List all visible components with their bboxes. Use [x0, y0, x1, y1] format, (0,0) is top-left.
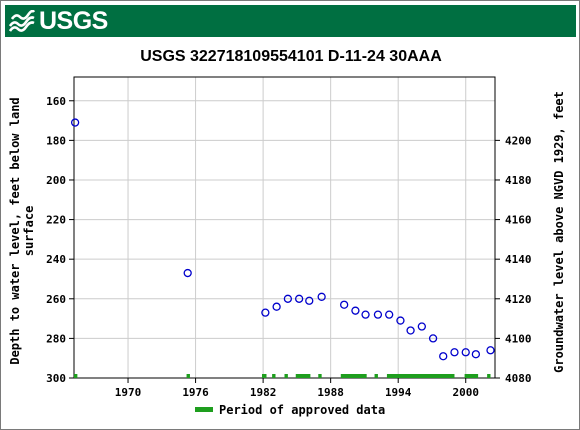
right-tick-label: 4100: [505, 332, 532, 345]
approved-period-bar: [386, 374, 455, 378]
right-tick-label: 4140: [505, 253, 532, 266]
data-point: [471, 350, 481, 359]
right-axis-ticks: 4080 4100 4120 4140 4160 4180 4200: [495, 134, 532, 385]
approved-period-bar: [374, 374, 378, 378]
grid-lines: [74, 77, 495, 379]
data-point: [305, 296, 314, 305]
x-tick-label: 1982: [250, 386, 277, 399]
x-tick-label: 1970: [115, 386, 142, 399]
data-point: [373, 310, 383, 319]
legend-swatch: [195, 407, 213, 412]
data-point: [461, 348, 470, 357]
data-point: [70, 118, 80, 127]
data-point: [294, 294, 304, 303]
usgs-banner: USGS: [5, 5, 576, 37]
data-point: [450, 348, 459, 357]
approved-period-bar: [318, 374, 322, 378]
data-point: [317, 292, 326, 301]
usgs-wave-icon: [9, 10, 35, 32]
data-point: [417, 322, 426, 331]
left-tick-label: 300: [46, 372, 66, 385]
right-tick-label: 4160: [505, 214, 532, 227]
data-point: [361, 310, 370, 319]
approved-period-bar: [261, 374, 267, 378]
left-axis-ticks: 160 180 200 220 240 260 280 300: [46, 95, 74, 385]
right-tick-label: 4180: [505, 174, 532, 187]
approved-period-bar: [464, 374, 479, 378]
data-points: [70, 118, 495, 361]
data-point: [486, 346, 495, 355]
right-tick-label: 4120: [505, 293, 532, 306]
right-tick-label: 4080: [505, 372, 532, 385]
data-point: [385, 310, 394, 319]
approved-period-bar: [272, 374, 276, 378]
data-point: [261, 308, 270, 317]
approved-period-bar: [295, 374, 311, 378]
legend-label: Period of approved data: [219, 403, 385, 417]
x-tick-label: 1976: [182, 386, 209, 399]
data-point: [283, 294, 293, 303]
right-tick-label: 4200: [505, 134, 532, 147]
data-point: [272, 302, 281, 311]
left-tick-label: 160: [46, 95, 66, 108]
left-tick-label: 280: [46, 332, 66, 345]
approved-period-bar: [186, 374, 190, 378]
approved-periods: [74, 374, 491, 378]
left-axis-label-line2: surface: [22, 206, 36, 257]
data-point: [406, 326, 415, 335]
data-point: [183, 268, 192, 278]
left-tick-label: 240: [46, 253, 66, 266]
data-point: [396, 316, 405, 325]
approved-period-bar: [284, 374, 288, 378]
x-tick-label: 1988: [317, 386, 344, 399]
data-point: [439, 352, 448, 361]
plot-frame: [73, 76, 496, 379]
approved-period-bar: [340, 374, 367, 378]
x-tick-label: 2000: [452, 386, 479, 399]
legend: Period of approved data: [195, 403, 385, 417]
usgs-logo-text: USGS: [39, 6, 108, 35]
left-tick-label: 180: [46, 134, 66, 147]
data-point: [428, 334, 438, 343]
data-point: [351, 306, 360, 315]
x-axis-ticks: 1970 1976 1982 1988 1994 2000: [115, 378, 479, 399]
x-tick-label: 1994: [385, 386, 412, 399]
approved-period-bar: [487, 374, 491, 378]
left-axis-label-line1: Depth to water level, feet below land: [8, 97, 22, 364]
right-axis-label: Groundwater level above NGVD 1929, feet: [552, 91, 566, 373]
approved-period-bar: [74, 374, 78, 378]
left-tick-label: 260: [46, 293, 66, 306]
left-tick-label: 220: [46, 214, 66, 227]
data-point: [340, 300, 349, 309]
usgs-logo[interactable]: USGS: [9, 6, 108, 35]
chart-title: USGS 322718109554101 D-11-24 30AAA: [140, 48, 442, 65]
left-tick-label: 200: [46, 174, 66, 187]
